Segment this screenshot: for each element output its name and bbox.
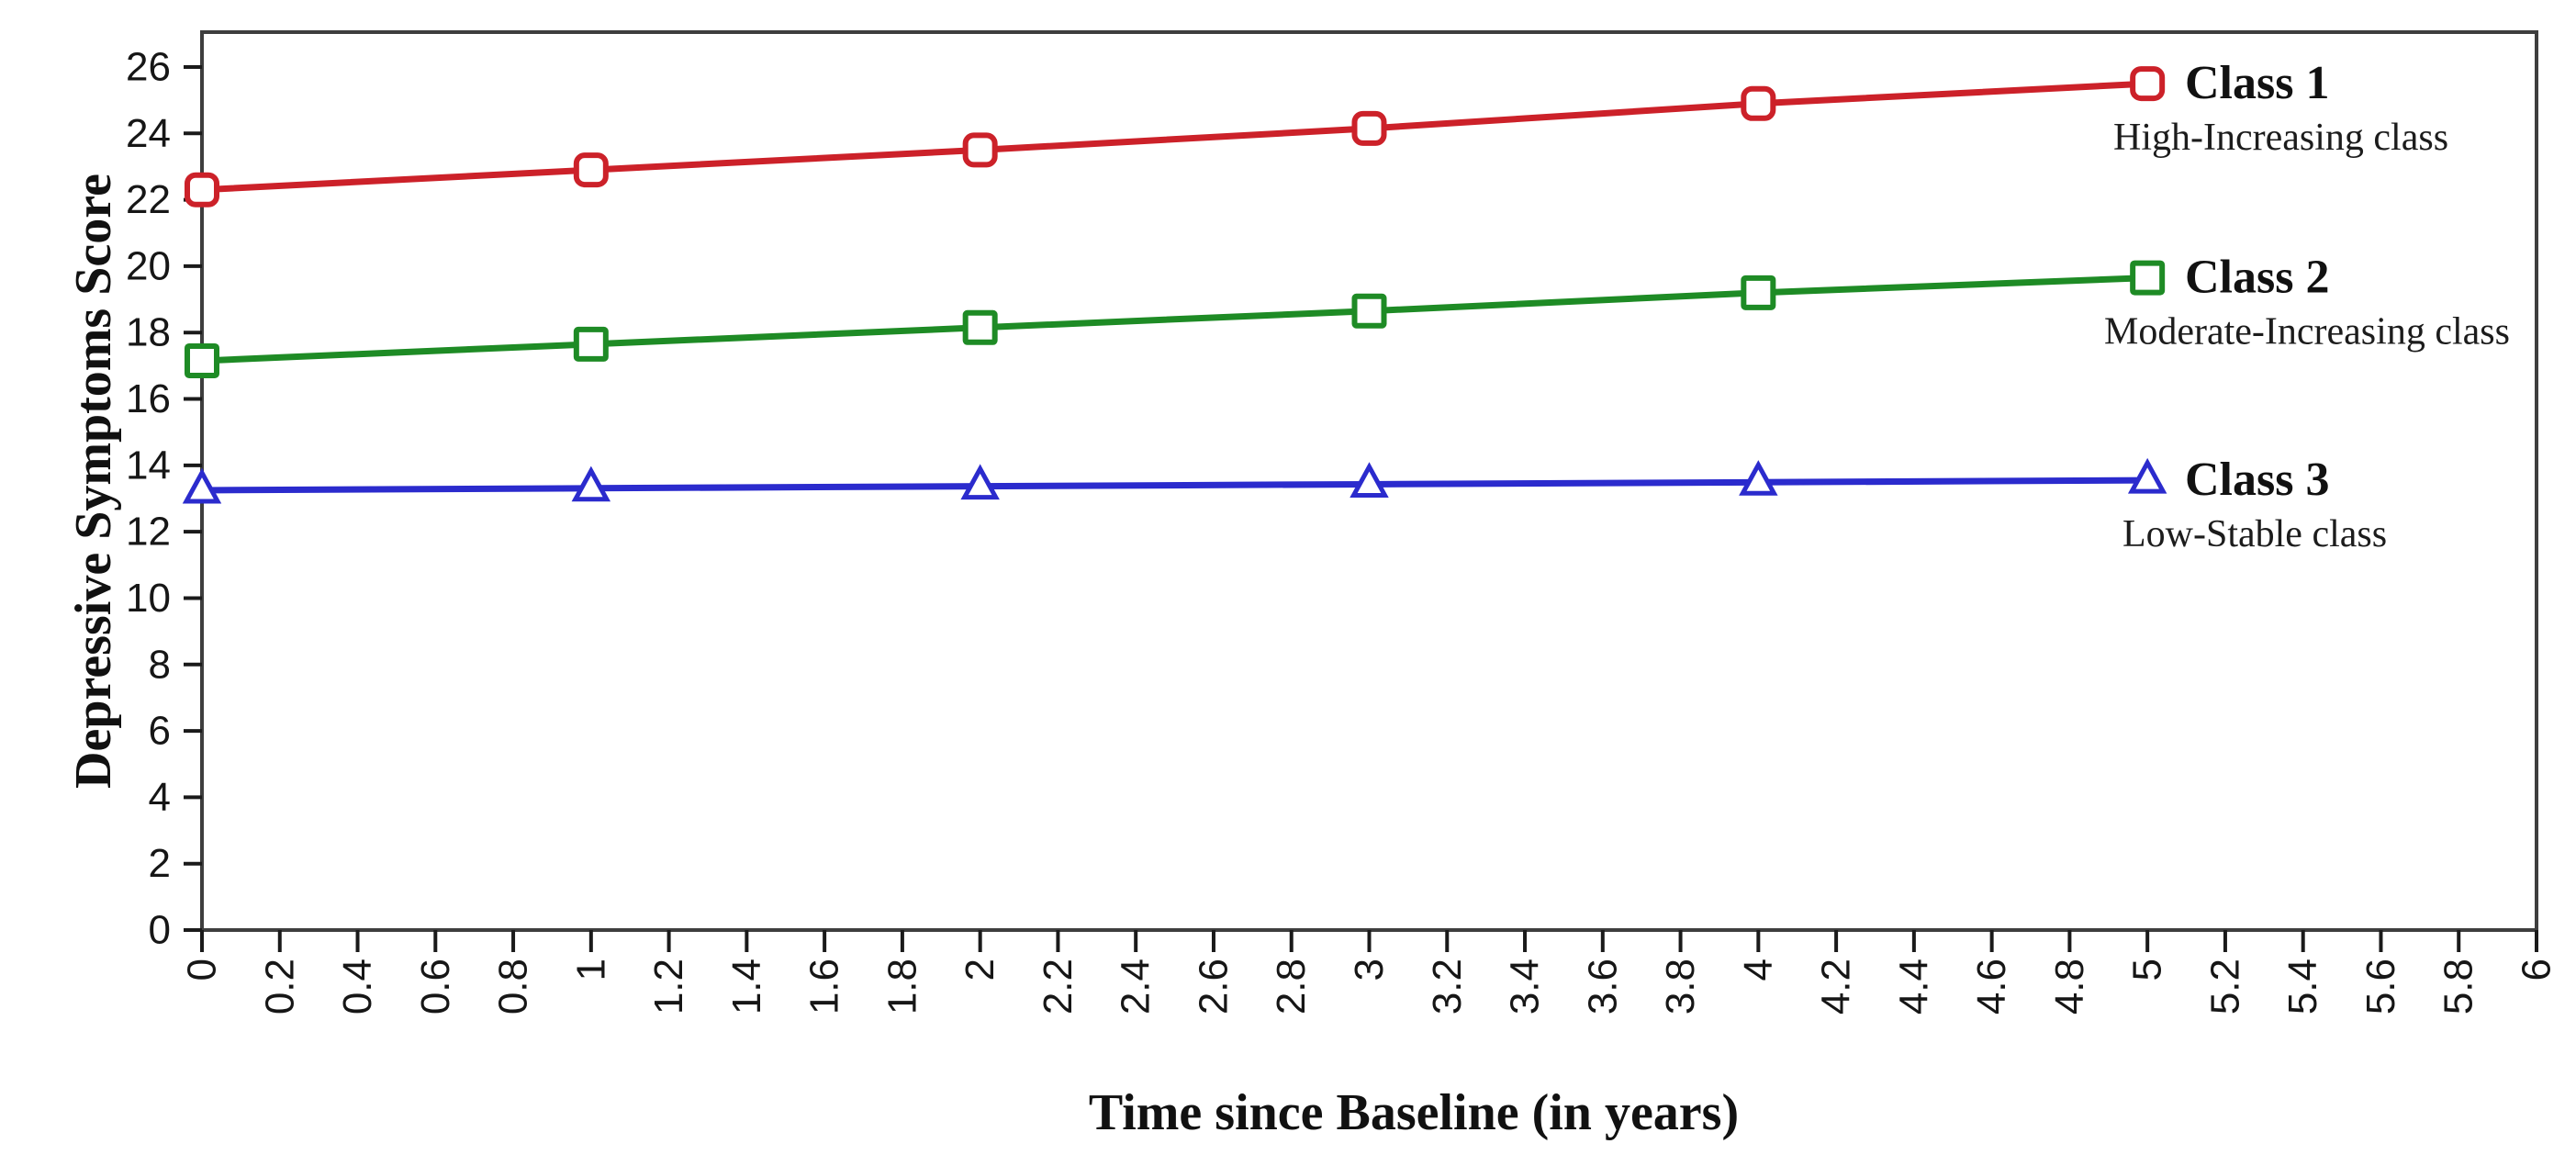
data-point-marker — [960, 464, 1000, 500]
x-tick-label: 4.2 — [1814, 959, 1859, 1015]
legend-subtitle-class-1: High-Increasing class — [2113, 117, 2448, 159]
y-tick-label: 0 — [149, 908, 171, 953]
data-point-marker — [962, 309, 998, 345]
y-tick-label: 14 — [126, 443, 171, 488]
x-tick-label: 0.4 — [335, 959, 380, 1015]
y-tick-label: 8 — [149, 642, 171, 687]
y-tick-label: 6 — [149, 709, 171, 754]
x-tick-label: 0.8 — [491, 959, 536, 1015]
x-tick-label: 1.8 — [879, 959, 924, 1015]
x-tick-label: 1 — [568, 959, 613, 981]
x-tick-label: 2.2 — [1036, 959, 1081, 1015]
y-tick-label: 26 — [126, 45, 171, 90]
data-point-marker — [185, 342, 219, 378]
y-tick-label: 12 — [126, 510, 171, 555]
x-tick-label: 2.6 — [1191, 959, 1236, 1015]
x-tick-label: 5.8 — [2436, 959, 2481, 1015]
legend-subtitle-class-3: Low-Stable class — [2122, 513, 2387, 555]
y-tick-label: 22 — [126, 177, 171, 222]
data-point-marker — [2130, 260, 2166, 296]
x-tick-label: 0.2 — [257, 959, 302, 1015]
x-tick-label: 1.2 — [646, 959, 691, 1015]
x-tick-label: 4 — [1736, 959, 1781, 981]
y-tick-label: 4 — [149, 775, 171, 820]
data-point-marker — [571, 465, 611, 502]
x-tick-label: 5.2 — [2202, 959, 2247, 1015]
x-tick-label: 1.4 — [724, 959, 769, 1015]
data-point-marker — [1741, 85, 1776, 121]
legend-layer: Class 1 High-Increasing class Class 2 Moder… — [2104, 57, 2510, 555]
data-point-marker — [2127, 457, 2167, 494]
legend-name-class-2: Class 2 — [2185, 252, 2329, 304]
data-point-marker — [962, 132, 998, 168]
line-class-3 — [201, 476, 2148, 494]
series-class-1 — [185, 66, 2166, 207]
x-tick-label: 1.6 — [802, 959, 847, 1015]
series-layer — [182, 66, 2167, 504]
y-tick-label: 20 — [126, 243, 171, 288]
x-tick-label: 2.8 — [1269, 959, 1314, 1015]
x-tick-label: 4.6 — [1969, 959, 2014, 1015]
x-tick-label: 5.6 — [2358, 959, 2403, 1015]
x-tick-label: 4.4 — [1891, 959, 1936, 1015]
x-tick-label: 5.4 — [2280, 959, 2325, 1015]
series-class-2 — [185, 260, 2166, 378]
x-tick-label: 6 — [2514, 959, 2559, 981]
data-point-marker — [2130, 66, 2166, 102]
x-tick-label: 0 — [180, 959, 225, 981]
data-point-marker — [1739, 460, 1778, 496]
x-axis-title: Time since Baseline (in years) — [1089, 1084, 1739, 1141]
x-tick-label: 3 — [1347, 959, 1392, 981]
legend-name-class-3: Class 3 — [2185, 454, 2329, 506]
x-tick-label: 5 — [2125, 959, 2170, 981]
y-tick-label: 24 — [126, 111, 171, 156]
legend-subtitle-class-2: Moderate-Increasing class — [2104, 311, 2510, 353]
x-tick-label: 4.8 — [2047, 959, 2092, 1015]
x-tick-label: 3.6 — [1580, 959, 1625, 1015]
y-axis-title: Depressive Symptoms Score — [65, 174, 122, 789]
data-point-marker — [573, 326, 609, 362]
legend-name-class-1: Class 1 — [2185, 57, 2329, 109]
x-axis-ticks: 0 0.2 0.4 0.6 0.8 1 1.2 1.4 1.6 1.8 2 2.2 2.4 2.6 2.8 3… — [180, 930, 2559, 1015]
x-tick-label: 2 — [958, 959, 1002, 981]
line-class-2 — [201, 275, 2148, 364]
y-tick-label: 2 — [149, 841, 171, 886]
x-tick-label: 3.8 — [1658, 959, 1703, 1015]
series-class-3 — [182, 457, 2167, 504]
line-class-1 — [201, 80, 2148, 194]
data-point-marker — [185, 172, 219, 207]
y-tick-label: 16 — [126, 376, 171, 421]
y-tick-label: 10 — [126, 576, 171, 621]
x-tick-label: 0.6 — [413, 959, 458, 1015]
x-tick-label: 2.4 — [1114, 959, 1159, 1015]
data-point-marker — [1351, 293, 1387, 329]
data-point-marker — [1350, 462, 1389, 498]
x-tick-label: 3.4 — [1503, 959, 1548, 1015]
data-point-marker — [1351, 110, 1387, 146]
y-tick-label: 18 — [126, 310, 171, 355]
data-point-marker — [182, 467, 222, 504]
data-point-marker — [1741, 275, 1776, 310]
x-tick-label: 3.2 — [1425, 959, 1470, 1015]
data-point-marker — [573, 152, 609, 188]
